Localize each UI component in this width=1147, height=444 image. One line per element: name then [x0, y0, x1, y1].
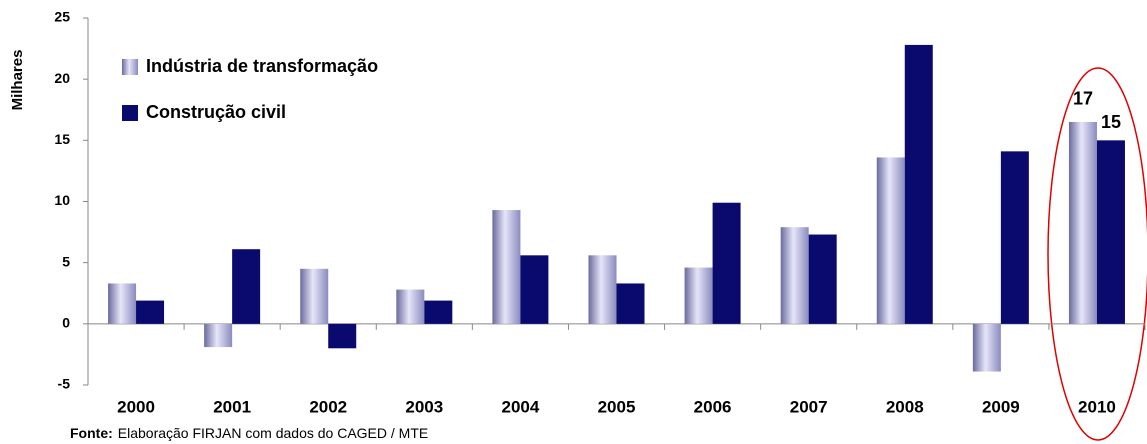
bar	[232, 249, 261, 324]
bar	[204, 323, 233, 348]
y-tick-label: -5	[58, 376, 71, 392]
bar	[424, 300, 453, 324]
y-tick-label: 0	[62, 315, 70, 331]
y-tick-label: 10	[54, 192, 70, 208]
bar	[808, 234, 837, 324]
x-tick-label: 2001	[213, 397, 251, 416]
bar	[780, 227, 809, 324]
bar	[300, 268, 329, 324]
bar	[972, 323, 1001, 372]
x-tick-label: 2010	[1078, 397, 1116, 416]
bar	[492, 210, 521, 324]
bar	[904, 44, 933, 324]
value-label: 15	[1101, 112, 1121, 132]
bar	[876, 157, 905, 324]
bar	[684, 267, 713, 324]
x-tick-label: 2000	[117, 397, 155, 416]
bar	[396, 289, 425, 324]
x-tick-label: 2005	[598, 397, 636, 416]
value-label: 17	[1073, 89, 1093, 109]
source-label: Fonte:	[70, 425, 113, 441]
x-tick-label: 2003	[405, 397, 443, 416]
y-tick-label: 20	[54, 70, 70, 86]
x-tick-label: 2004	[501, 397, 539, 416]
bar	[1068, 121, 1097, 324]
bar	[520, 255, 549, 324]
bar	[108, 283, 137, 324]
legend-swatch	[122, 105, 138, 121]
bar	[1000, 151, 1029, 324]
y-tick-label: 25	[54, 9, 70, 25]
source-note: Fonte: Elaboração FIRJAN com dados do CAG…	[70, 425, 428, 441]
bar	[712, 202, 741, 324]
highlight-ellipse	[1047, 67, 1147, 441]
x-tick-label: 2008	[886, 397, 924, 416]
legend-label: Indústria de transformação	[146, 56, 378, 76]
x-tick-label: 2002	[309, 397, 347, 416]
x-tick-label: 2006	[694, 397, 732, 416]
y-tick-label: 5	[62, 253, 70, 269]
source-text: Elaboração FIRJAN com dados do CAGED / M…	[118, 425, 428, 441]
bar	[588, 255, 617, 324]
x-tick-label: 2009	[982, 397, 1020, 416]
y-tick-label: 15	[54, 131, 70, 147]
x-tick-label: 2007	[790, 397, 828, 416]
legend-label: Construção civil	[146, 102, 286, 122]
bar	[136, 300, 165, 324]
bar	[616, 283, 645, 324]
bar	[328, 323, 357, 349]
legend-swatch	[122, 59, 138, 75]
y-axis-label: Milhares	[9, 50, 26, 111]
bar	[1096, 140, 1125, 324]
